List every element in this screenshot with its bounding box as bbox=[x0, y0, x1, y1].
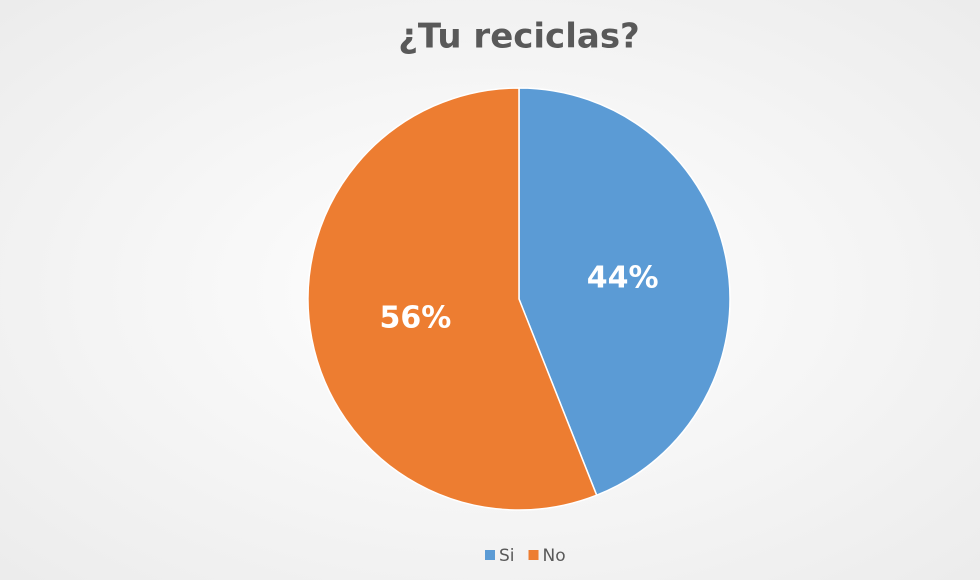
legend-label: No bbox=[543, 546, 566, 566]
legend-swatch bbox=[528, 550, 539, 560]
pie-slice bbox=[518, 87, 731, 497]
data-label: 56% bbox=[379, 300, 451, 335]
chart-title: ¿Tu reciclas? bbox=[398, 17, 640, 57]
data-label: 44% bbox=[587, 261, 659, 296]
legend-swatch bbox=[485, 550, 495, 560]
legend-label: Si bbox=[499, 546, 515, 566]
pie-slice bbox=[307, 87, 598, 511]
